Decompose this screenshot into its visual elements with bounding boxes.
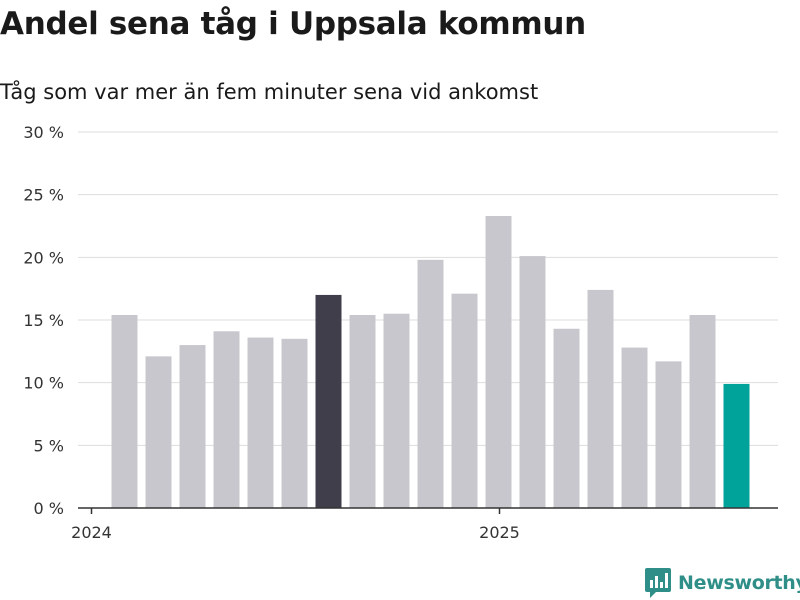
bar [587, 289, 614, 508]
bar [213, 331, 240, 508]
bar [689, 314, 716, 508]
y-tick-label: 25 % [23, 186, 64, 205]
y-tick-label: 30 % [23, 123, 64, 142]
y-tick-label: 5 % [34, 436, 64, 455]
bar [417, 259, 444, 508]
bar [349, 314, 376, 508]
bar [281, 338, 308, 508]
brand-logo: Newsworthy [645, 568, 800, 598]
chart-title: Andel sena tåg i Uppsala kommun [0, 6, 586, 42]
bar [383, 313, 410, 508]
bar [655, 361, 682, 508]
bar [553, 328, 580, 508]
bar [519, 256, 546, 508]
x-tick-label: 2025 [479, 523, 520, 542]
brand-name: Newsworthy [678, 572, 800, 594]
y-tick-label: 20 % [23, 248, 64, 267]
bar [247, 337, 274, 508]
bar [179, 345, 206, 508]
y-tick-label: 15 % [23, 311, 64, 330]
bar [315, 294, 342, 508]
bar [111, 314, 138, 508]
x-tick-label: 2024 [71, 523, 112, 542]
bar [723, 383, 750, 508]
bar [145, 356, 172, 508]
chart-subtitle: Tåg som var mer än fem minuter sena vid … [0, 80, 539, 104]
y-tick-label: 0 % [34, 499, 64, 518]
bar [621, 347, 648, 508]
bar [451, 293, 478, 508]
y-tick-label: 10 % [23, 374, 64, 393]
newsworthy-logo-icon [645, 568, 671, 598]
bar [485, 215, 512, 508]
